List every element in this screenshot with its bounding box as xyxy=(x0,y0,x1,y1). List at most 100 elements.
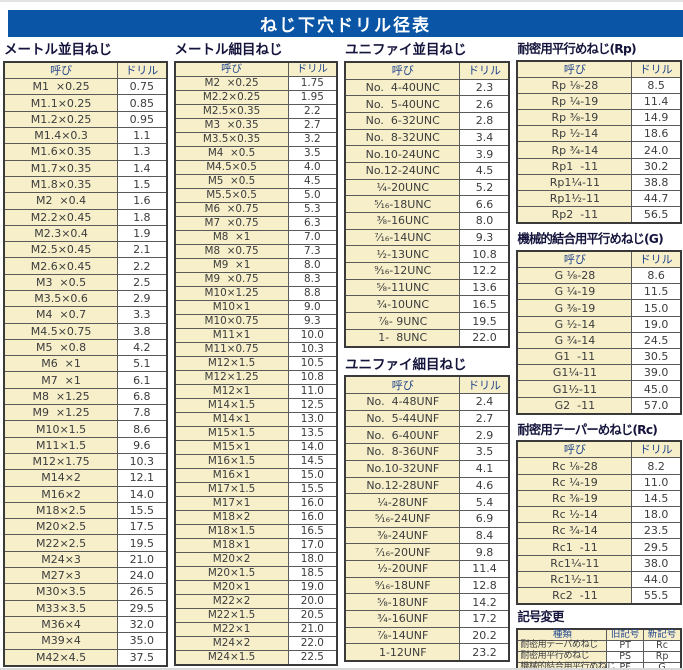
table-row: M3 ×0.5 2.5 xyxy=(3,273,167,292)
label-cell: M33×3.5 xyxy=(3,599,119,617)
label-cell: M18×1 xyxy=(174,537,289,553)
column-metric-fine: メートル細目ねじ 呼び ドリル M2 ×0.25 1.75 M2.2×0.25 1.95 M… xyxy=(173,39,338,666)
table-row: Rp ¹⁄₄-19 11.4 xyxy=(516,92,682,111)
table-row: M10×0.75 9.3 xyxy=(174,313,338,329)
table-row: M3.5×0.35 3.2 xyxy=(174,131,338,147)
value-cell: 38.0 xyxy=(631,554,682,572)
table-row: M16×2 14.0 xyxy=(3,485,167,503)
table-row: ³⁄₄-10UNC 16.5 xyxy=(344,295,510,314)
value-cell: PS xyxy=(606,650,645,663)
value-cell: 18.0 xyxy=(287,551,338,567)
rc-table: 呼び ドリル Rc ¹⁄₈-28 8.2 Rc ¹⁄₄-19 11.0 Rc ³⁄₈-19 1… xyxy=(516,440,682,606)
table-row: Rc1 -11 29.5 xyxy=(516,538,682,556)
label-cell: G ¹⁄₄-19 xyxy=(516,283,633,301)
table-row: M4 ×0.7 3.3 xyxy=(3,306,167,324)
label-cell: G2 -11 xyxy=(516,396,633,415)
value-cell: 1.6 xyxy=(117,192,167,210)
value-cell: 7.3 xyxy=(287,243,338,259)
table-row: Rp1¹⁄₂-11 44.7 xyxy=(516,190,682,208)
value-cell: 15.5 xyxy=(117,501,167,520)
label-cell: M20×1.5 xyxy=(174,565,289,581)
table-row: M5 ×0.8 4.2 xyxy=(3,338,167,357)
column-header: ドリル xyxy=(459,375,510,395)
value-cell: 2.6 xyxy=(459,95,510,113)
table-row: G2 -11 57.0 xyxy=(516,396,682,415)
label-cell: No. 6-40UNF xyxy=(344,426,461,445)
table-row: M33×3.5 29.5 xyxy=(3,599,167,617)
value-cell: 5.4 xyxy=(459,493,510,511)
label-cell: ⁷⁄₁₆-14UNC xyxy=(344,228,461,247)
table-row: G ³⁄₄-14 24.5 xyxy=(516,331,682,350)
value-cell: 38.8 xyxy=(631,173,682,192)
table-row: No. 5-40UNC 2.6 xyxy=(344,95,510,113)
table-row: M9 ×0.75 8.3 xyxy=(174,271,338,287)
header-row: 呼び ドリル xyxy=(3,61,167,80)
table-row: ⁵⁄₈-11UNC 13.6 xyxy=(344,278,510,297)
label-cell: M8 ×1 xyxy=(174,229,289,245)
label-cell: M2.2×0.25 xyxy=(174,89,289,105)
table-row: M22×2.5 19.5 xyxy=(3,534,167,552)
value-cell: 20.2 xyxy=(459,626,510,645)
value-cell: 24.0 xyxy=(117,567,167,585)
label-cell: M2.3×0.4 xyxy=(3,224,119,243)
label-cell: ³⁄₈-24UNF xyxy=(344,526,461,545)
column-header: ドリル xyxy=(117,61,167,80)
label-cell: 機械的結合用平行めねじ xyxy=(516,661,615,668)
table-row: M39×4 35.0 xyxy=(3,632,167,650)
value-cell: 11.0 xyxy=(631,473,682,491)
metric-fine-table: 呼び ドリル M2 ×0.25 1.75 M2.2×0.25 1.95 M2.5×0.35 2… xyxy=(173,60,338,666)
value-cell: 16.5 xyxy=(287,523,338,539)
table-row: ³⁄₈-24UNF 8.4 xyxy=(344,526,510,545)
table-row: M9 ×1 8.0 xyxy=(174,257,338,273)
label-cell: M10×1.25 xyxy=(174,285,289,301)
section-title-symbol-change: 記号変更 xyxy=(517,610,564,625)
table-row: G1¹⁄₄-11 39.0 xyxy=(516,364,682,382)
table-row: M22×2 20.0 xyxy=(174,593,338,609)
value-cell: 14.9 xyxy=(631,109,682,127)
table-row: M6 ×0.75 5.3 xyxy=(174,201,338,217)
table-row: M11×0.75 10.3 xyxy=(174,341,338,357)
value-cell: 18.5 xyxy=(287,565,338,581)
value-cell: 6.6 xyxy=(459,195,510,214)
table-row: Rp ¹⁄₂-14 18.6 xyxy=(516,125,682,143)
table-row: Rc ¹⁄₈-28 8.2 xyxy=(516,457,682,475)
label-cell: No. 5-40UNC xyxy=(344,95,461,113)
table-row: G1 -11 30.5 xyxy=(516,348,682,366)
label-cell: ⁵⁄₁₆-24UNF xyxy=(344,509,461,528)
value-cell: 8.0 xyxy=(287,257,338,273)
value-cell: 18.0 xyxy=(631,506,682,524)
label-cell: M18×2 xyxy=(174,509,289,525)
label-cell: M42×4.5 xyxy=(3,648,119,667)
value-cell: 24.0 xyxy=(631,141,682,159)
label-cell: M8 ×1.25 xyxy=(3,387,119,406)
table-row: M24×3 21.0 xyxy=(3,550,167,569)
header-row: 呼び ドリル xyxy=(344,375,510,395)
label-cell: No.12-24UNC xyxy=(344,161,461,180)
table-row: Rp ¹⁄₈-28 8.5 xyxy=(516,76,682,94)
table-row: M20×2.5 17.5 xyxy=(3,518,167,536)
value-cell: 8.5 xyxy=(631,76,682,94)
table-row: Rc ³⁄₄-14 23.5 xyxy=(516,522,682,540)
value-cell: 6.8 xyxy=(117,387,167,406)
label-cell: ⁹⁄₁₆-18UNF xyxy=(344,576,461,595)
label-cell: M22×2 xyxy=(174,593,289,609)
header-row: 呼び ドリル xyxy=(174,61,338,77)
value-cell: 3.2 xyxy=(287,131,338,147)
label-cell: ¹⁄₂-13UNC xyxy=(344,245,461,264)
label-cell: Rp ¹⁄₄-19 xyxy=(516,92,633,111)
label-cell: M11×1.5 xyxy=(3,436,119,454)
column-header: ドリル xyxy=(631,60,682,78)
value-cell: 2.2 xyxy=(117,257,167,275)
table-row: M10×1.25 8.8 xyxy=(174,285,338,301)
label-cell: Rc ¹⁄₂-14 xyxy=(516,506,633,524)
value-cell: 9.8 xyxy=(459,543,510,561)
label-cell: M14×1.5 xyxy=(174,397,289,413)
label-cell: M5 ×0.5 xyxy=(174,173,289,189)
label-cell: M9 ×1.25 xyxy=(3,404,119,422)
table-row: M9 ×1.25 7.8 xyxy=(3,404,167,422)
label-cell: M4 ×0.7 xyxy=(3,306,119,324)
column-metric-coarse: メートル並目ねじ 呼び ドリル M1 ×0.25 0.75 M1.1×0.25 0.85 M… xyxy=(3,39,168,667)
value-cell: 1.4 xyxy=(117,159,167,177)
value-cell: 2.7 xyxy=(459,409,510,428)
table-row: Rp2 -11 56.5 xyxy=(516,206,682,224)
